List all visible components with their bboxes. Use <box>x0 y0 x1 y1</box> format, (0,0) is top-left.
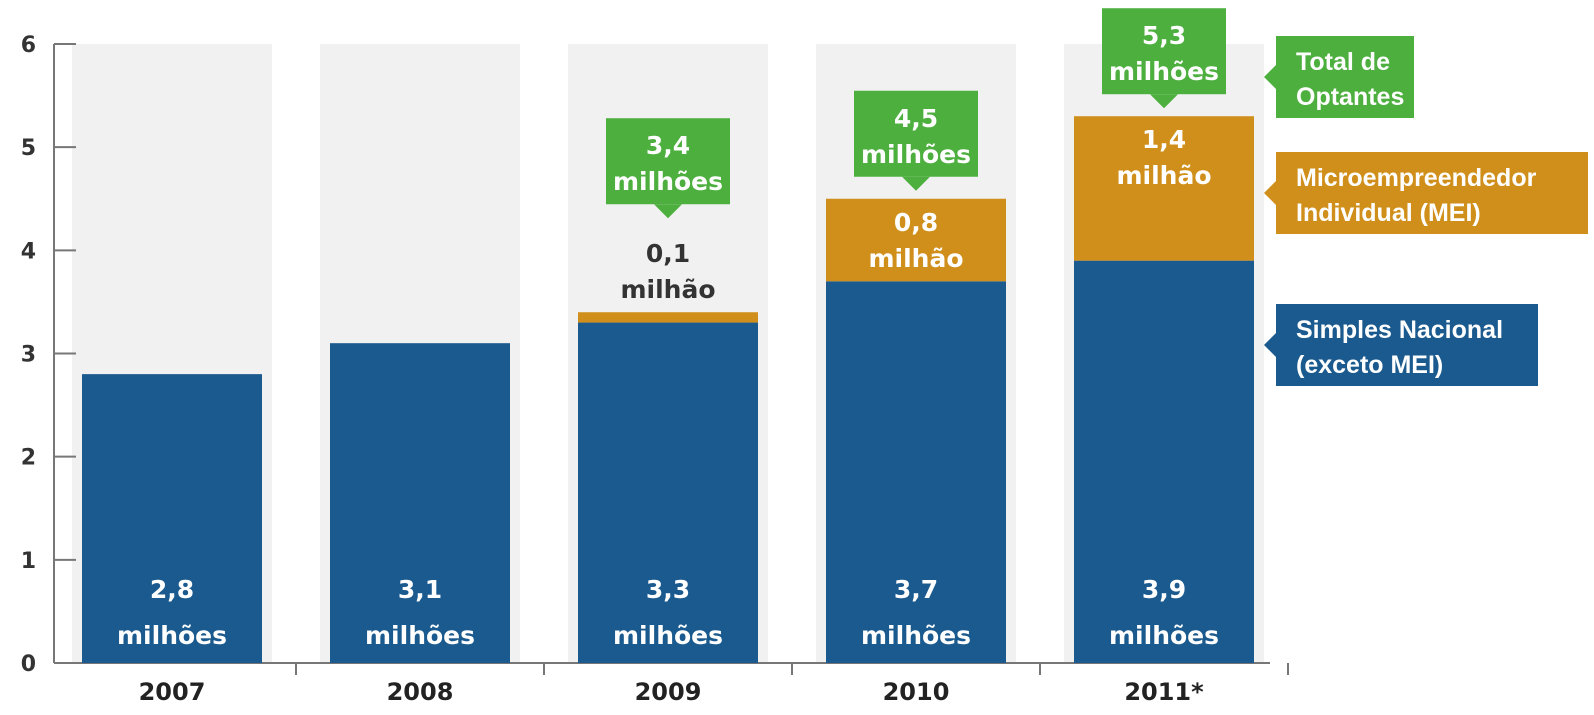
mei-label-unit: milhão <box>1116 161 1211 190</box>
bar-simples-nacional <box>330 343 510 663</box>
x-tick-label: 2009 <box>635 678 702 706</box>
y-tick-label: 1 <box>21 549 36 574</box>
y-tick-label: 4 <box>21 239 36 264</box>
total-label-value: 4,5 <box>894 104 938 133</box>
x-tick-label: 2007 <box>139 678 206 706</box>
total-callout-box <box>606 118 730 205</box>
mei-label-unit: milhão <box>620 275 715 304</box>
mei-label-unit: milhão <box>868 244 963 273</box>
x-tick-label: 2008 <box>387 678 454 706</box>
bar-label-unit: milhões <box>613 621 723 650</box>
total-label-unit: milhões <box>613 167 723 196</box>
total-label-unit: milhões <box>1109 57 1219 86</box>
bar-label-value: 3,7 <box>894 575 938 604</box>
legend-total-label: Optantes <box>1296 83 1404 111</box>
legend-simples-box <box>1276 304 1538 386</box>
y-tick-label: 2 <box>21 446 36 471</box>
total-callout-pointer <box>654 204 682 219</box>
total-label-value: 5,3 <box>1142 21 1186 50</box>
legend-mei-box <box>1276 152 1588 234</box>
bar-label-unit: milhões <box>365 621 475 650</box>
bar-label-unit: milhões <box>117 621 227 650</box>
total-callout-box <box>854 90 978 177</box>
legend-mei-label: Microempreendedor <box>1296 164 1537 192</box>
mei-label-value: 0,1 <box>646 239 690 268</box>
total-label-unit: milhões <box>861 140 971 169</box>
total-label-value: 3,4 <box>646 131 690 160</box>
total-callout-pointer <box>902 176 930 191</box>
bar-label-value: 2,8 <box>150 575 194 604</box>
legend-simples-pointer <box>1264 333 1276 357</box>
legend-simples-label: (exceto MEI) <box>1296 351 1443 379</box>
legend-mei-label: Individual (MEI) <box>1296 199 1481 227</box>
bar-simples-nacional <box>82 374 262 663</box>
bar-label-value: 3,3 <box>646 575 690 604</box>
legend-simples-label: Simples Nacional <box>1296 316 1503 344</box>
x-tick-label: 2011* <box>1124 678 1204 706</box>
bar-label-unit: milhões <box>861 621 971 650</box>
legend-total-label: Total de <box>1296 48 1390 76</box>
y-tick-label: 6 <box>21 33 36 58</box>
total-callout-pointer <box>1150 94 1178 109</box>
bar-mei <box>1074 116 1254 261</box>
total-callout-box <box>1102 8 1226 95</box>
bar-label-value: 3,9 <box>1142 575 1186 604</box>
bar-mei <box>826 198 1006 282</box>
mei-label-value: 1,4 <box>1142 125 1186 154</box>
legend-mei-pointer <box>1264 181 1276 205</box>
x-tick-label: 2010 <box>883 678 950 706</box>
legend-total-box <box>1276 36 1414 118</box>
y-tick-label: 3 <box>21 343 36 368</box>
y-tick-label: 0 <box>21 652 36 677</box>
bar-label-value: 3,1 <box>398 575 442 604</box>
bar-simples-nacional <box>578 322 758 663</box>
bar-simples-nacional <box>826 281 1006 663</box>
y-tick-label: 5 <box>21 136 36 161</box>
bar-mei <box>578 312 758 323</box>
legend-total-pointer <box>1264 65 1276 89</box>
bar-simples-nacional <box>1074 260 1254 663</box>
mei-label-value: 0,8 <box>894 208 938 237</box>
bar-label-unit: milhões <box>1109 621 1219 650</box>
